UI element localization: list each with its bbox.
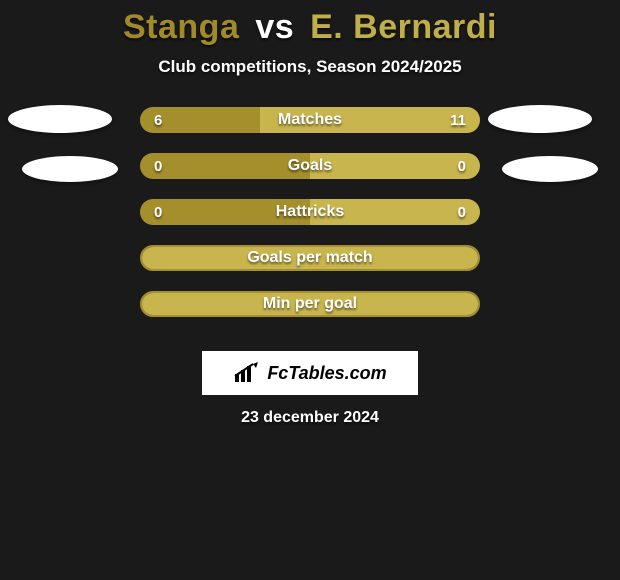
site-logo-text: FcTables.com — [267, 363, 386, 384]
stat-bar-left — [140, 107, 260, 133]
side-ellipse — [8, 105, 112, 133]
stat-bar: Min per goal — [140, 291, 480, 317]
date-text: 23 december 2024 — [0, 409, 620, 427]
stat-bar: Goals per match — [140, 245, 480, 271]
stat-bar: Goals00 — [140, 153, 480, 179]
stat-row: Matches611 — [0, 107, 620, 153]
side-ellipse — [22, 156, 118, 182]
title-player1: Stanga — [123, 8, 239, 46]
stat-bar: Hattricks00 — [140, 199, 480, 225]
stat-row: Hattricks00 — [0, 199, 620, 245]
stat-bar-neutral — [142, 293, 478, 315]
bar-chart-icon — [233, 362, 261, 384]
site-logo: FcTables.com — [202, 351, 418, 395]
subtitle: Club competitions, Season 2024/2025 — [0, 57, 620, 77]
stat-bar-neutral — [142, 247, 478, 269]
stat-row: Min per goal — [0, 291, 620, 337]
stat-bar: Matches611 — [140, 107, 480, 133]
side-ellipse — [488, 105, 592, 133]
stat-rows: Matches611 Goals00 Hattricks00 Goals per ma… — [0, 107, 620, 337]
stat-bar-right — [310, 153, 480, 179]
page-root: Stanga vs E. Bernardi Club competitions,… — [0, 0, 620, 580]
title-player2: E. Bernardi — [310, 8, 497, 46]
stat-bar-left — [140, 199, 310, 225]
stat-bar-left — [140, 153, 310, 179]
stat-bar-right — [310, 199, 480, 225]
stat-bar-right — [260, 107, 480, 133]
title-vs: vs — [249, 8, 300, 46]
page-title: Stanga vs E. Bernardi — [0, 0, 620, 47]
side-ellipse — [502, 156, 598, 182]
stat-row: Goals00 — [0, 153, 620, 199]
stat-row: Goals per match — [0, 245, 620, 291]
